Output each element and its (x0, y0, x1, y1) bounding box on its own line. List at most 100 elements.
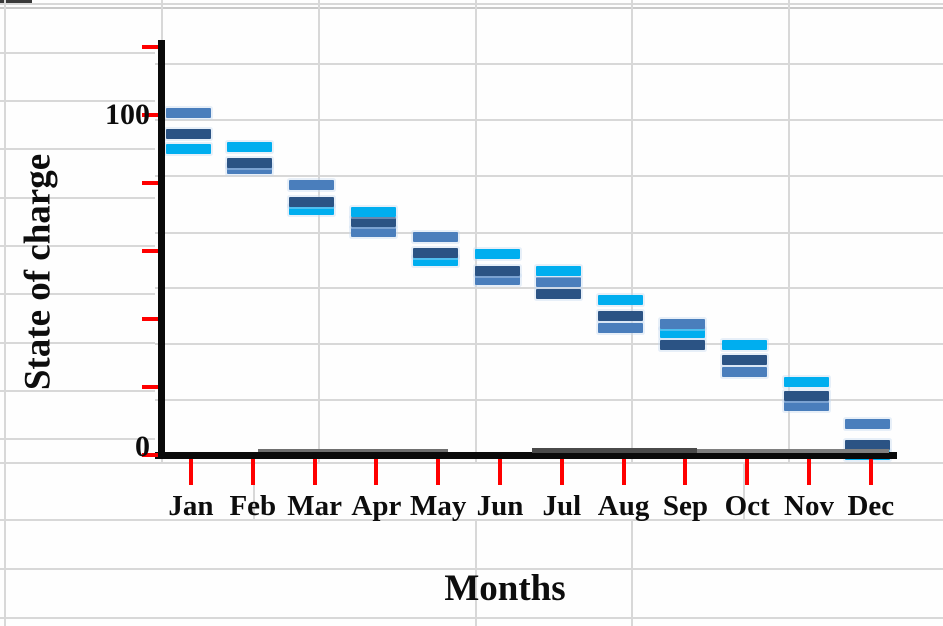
soc-bar-dark-blue (227, 157, 273, 168)
soc-bar-light-blue (783, 376, 829, 387)
soc-bar-medium-blue (536, 276, 582, 287)
sheet-row-line-left-margin (0, 342, 155, 344)
x-axis-tick (250, 459, 255, 485)
y-axis-tick (142, 317, 158, 321)
soc-bar-medium-blue (659, 319, 705, 330)
x-axis-tick (621, 459, 626, 485)
x-axis-shadow-segment (258, 449, 448, 452)
sheet-row-line (0, 568, 943, 570)
soc-bar-light-blue (289, 205, 335, 216)
x-axis-tick (312, 459, 317, 485)
sheet-column-line (253, 462, 255, 519)
sheet-column-line (631, 519, 633, 626)
x-category-label: Aug (597, 490, 650, 522)
x-category-label: Dec (847, 490, 895, 522)
sheet-row-line (0, 462, 943, 464)
sheet-column-line (4, 0, 6, 626)
soc-bar-medium-blue (845, 419, 891, 430)
x-category-label: Jan (168, 490, 214, 522)
sheet-row-line-left-margin (0, 197, 155, 199)
y-tick-label-100: 100 (105, 98, 150, 131)
sheet-row-line-left-margin (0, 245, 155, 247)
soc-bar-light-blue (659, 327, 705, 338)
soc-bar-dark-blue (721, 354, 767, 365)
soc-bar-medium-blue (289, 179, 335, 190)
sheet-row-line (0, 519, 943, 521)
soc-bar-dark-blue (659, 339, 705, 350)
soc-bar-dark-blue (783, 390, 829, 401)
sheet-row-line (0, 7, 943, 9)
sheet-row-line-left-margin (0, 293, 155, 295)
y-axis-tick (142, 453, 158, 457)
sheet-column-line (631, 0, 633, 462)
y-axis-tick (142, 385, 158, 389)
x-category-label: Mar (287, 490, 342, 522)
soc-bar-light-blue (721, 339, 767, 350)
sheet-row-line (0, 3, 943, 5)
x-axis-tick (498, 459, 502, 485)
y-axis-tick (142, 249, 158, 253)
soc-bar-medium-blue (165, 108, 211, 119)
x-axis-shadow-segment (532, 448, 697, 453)
soc-bar-dark-blue (474, 266, 520, 277)
chart-gridline (155, 287, 943, 289)
sheet-column-line (318, 0, 320, 462)
sheet-row-line-left-margin (0, 148, 155, 150)
y-axis-tick (142, 181, 158, 185)
x-category-label: Feb (229, 490, 277, 522)
chart-gridline (155, 399, 943, 401)
soc-bar-light-blue (165, 144, 211, 154)
soc-bar-light-blue (412, 256, 458, 267)
soc-bar-dark-blue (289, 196, 335, 207)
soc-bar-medium-blue (783, 400, 829, 411)
soc-bar-medium-blue (598, 322, 644, 333)
x-category-label: Jul (542, 490, 582, 522)
sheet-column-line (743, 462, 745, 519)
soc-bar-dark-blue (412, 247, 458, 258)
chart-gridline (155, 343, 943, 345)
y-axis-tick (142, 45, 158, 49)
chart-gridline (155, 232, 943, 234)
soc-bar-medium-blue (412, 232, 458, 243)
x-category-label: Jun (476, 490, 524, 522)
soc-bar-medium-blue (350, 227, 396, 238)
x-category-label: Sep (662, 490, 708, 522)
chart-gridline (155, 63, 943, 65)
soc-bar-light-blue (598, 295, 644, 306)
chart-gridline (155, 119, 943, 121)
x-axis-tick (559, 459, 564, 485)
sheet-row-line-left-margin (0, 438, 155, 440)
x-category-label: Apr (351, 490, 402, 522)
chart-gridline (155, 175, 943, 177)
soc-bar-light-blue (536, 266, 582, 277)
sheet-edge-mark (0, 0, 32, 4)
x-axis-tick (745, 459, 750, 485)
sheet-row-line-left-margin (0, 52, 155, 54)
sheet-column-line (475, 0, 477, 462)
x-axis-tick (807, 459, 811, 485)
soc-bar-light-blue (474, 249, 520, 260)
x-category-label: May (410, 490, 467, 522)
x-axis-shadow-segment (697, 449, 889, 453)
x-axis-line (155, 452, 897, 459)
soc-bar-dark-blue (350, 217, 396, 228)
soc-bar-dark-blue (165, 128, 211, 139)
soc-bar-light-blue (227, 142, 273, 153)
x-axis-tick (189, 459, 193, 485)
soc-bar-dark-blue (845, 439, 891, 450)
x-axis-tick (868, 459, 873, 485)
soc-bar-medium-blue (721, 366, 767, 377)
soc-bar-dark-blue (598, 310, 644, 321)
soc-bar-medium-blue (474, 274, 520, 285)
sheet-column-line (788, 0, 790, 462)
y-axis-tick (142, 113, 158, 117)
x-category-label: Nov (784, 490, 834, 522)
sheet-row-line (0, 617, 943, 619)
y-axis-line (158, 40, 165, 459)
x-category-label: Oct (724, 490, 770, 522)
soc-bar-dark-blue (536, 288, 582, 299)
soc-bar-light-blue (350, 206, 396, 217)
x-axis-tick (436, 459, 441, 485)
soc-bar-medium-blue (227, 164, 273, 175)
